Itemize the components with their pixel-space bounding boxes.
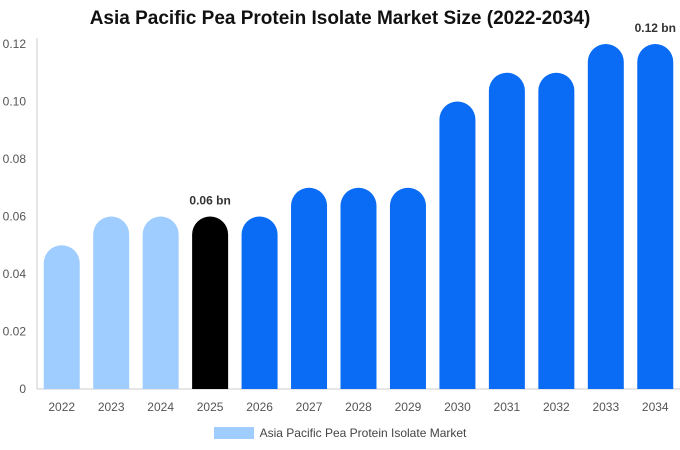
bar [389, 187, 426, 389]
legend-label: Asia Pacific Pea Protein Isolate Market [259, 425, 467, 440]
chart-title: Asia Pacific Pea Protein Isolate Market … [89, 8, 591, 29]
legend-swatch [213, 426, 254, 439]
y-tick-label: 0.12 [3, 37, 27, 51]
data-label: 0.06 bn [189, 194, 230, 208]
bar [192, 216, 229, 389]
x-tick-label: 2034 [642, 400, 669, 414]
data-label: 0.12 bn [635, 21, 676, 35]
x-tick-label: 2024 [147, 400, 174, 414]
x-tick-label: 2030 [444, 400, 471, 414]
x-tick-label: 2022 [48, 400, 75, 414]
bar [142, 216, 179, 389]
y-tick-label: 0.02 [3, 325, 27, 339]
legend: Asia Pacific Pea Protein Isolate Market [0, 425, 680, 440]
bar [43, 245, 80, 389]
bar [241, 216, 278, 389]
bar [291, 187, 328, 389]
y-tick-label: 0.06 [3, 210, 27, 224]
bar [587, 44, 624, 389]
x-tick-label: 2028 [345, 400, 372, 414]
x-tick-label: 2027 [296, 400, 323, 414]
y-tick-label: 0.08 [3, 152, 27, 166]
bar [488, 72, 525, 389]
x-tick-label: 2029 [395, 400, 422, 414]
x-tick-label: 2033 [592, 400, 619, 414]
bar [538, 72, 575, 389]
bar [93, 216, 130, 389]
y-tick-label: 0.10 [3, 95, 27, 109]
bar [340, 187, 377, 389]
bar [439, 101, 476, 389]
y-tick-label: 0 [19, 382, 26, 396]
x-tick-label: 2023 [98, 400, 125, 414]
x-tick-label: 2026 [246, 400, 273, 414]
y-tick-label: 0.04 [3, 267, 27, 281]
x-tick-label: 2025 [197, 400, 224, 414]
x-tick-label: 2032 [543, 400, 570, 414]
x-tick-label: 2031 [494, 400, 521, 414]
bar [637, 44, 674, 389]
